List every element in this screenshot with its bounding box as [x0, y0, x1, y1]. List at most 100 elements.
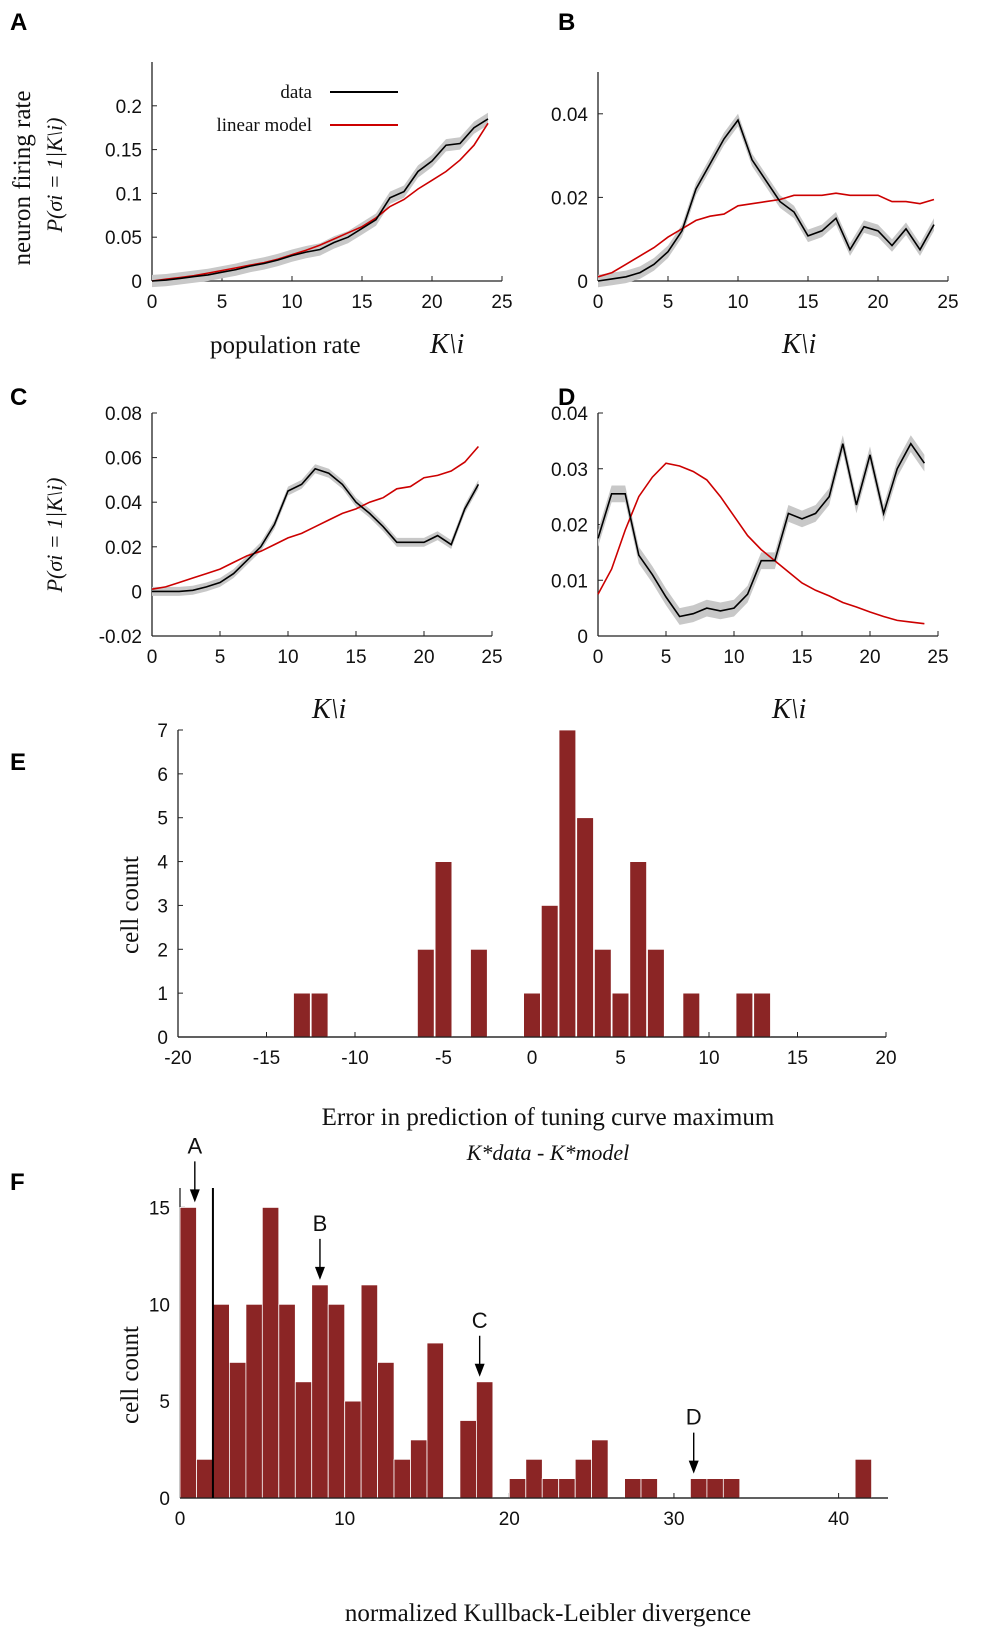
panel-a-xtick-label: 15 [351, 292, 372, 313]
panel-a-xtick-label: 0 [147, 292, 158, 313]
panel-f-bar [722, 1478, 741, 1499]
panel-d: D 0 5 10 15 20 25 0 0.01 0.02 0.03 0.04 K\i [551, 384, 949, 725]
panel-f-bar [294, 1381, 313, 1499]
panel-f-bar [245, 1303, 263, 1499]
panel-b-xtick-label: 5 [663, 292, 674, 313]
panel-b: B 0 5 10 15 20 25 0 0.02 0.04 K\i [551, 9, 959, 360]
panel-c-xlabel-math: K\i [311, 694, 346, 725]
plot-a: 0 5 10 15 20 25 0 0.05 0.1 0.15 0.2 [105, 62, 513, 313]
panel-e-bar [293, 992, 311, 1038]
panel-e-bar [753, 992, 771, 1038]
panel-c-ytick-label: -0.02 [99, 627, 142, 648]
panel-a-xtick-label: 10 [281, 292, 302, 313]
panel-e-xtick-label: -20 [164, 1048, 191, 1069]
panel-c-ytick-label: 0.06 [105, 449, 142, 470]
panel-f-bar [228, 1362, 247, 1499]
panel-f-ytick-label: 15 [149, 1198, 170, 1219]
panel-c-series-linear-model [151, 445, 480, 590]
panel-d-ytick-label: 0 [577, 627, 588, 648]
panel-e-bar [735, 992, 754, 1038]
panel-e-ytick-label: 3 [157, 896, 168, 917]
panel-d-ytick-label: 0.01 [551, 571, 588, 592]
panel-f-xtick-label: 20 [499, 1509, 520, 1530]
panel-f-bar [525, 1458, 543, 1499]
panel-e-bar [594, 948, 612, 1038]
plot-b: 0 5 10 15 20 25 0 0.02 0.04 [551, 72, 959, 313]
panel-f-xlabel: normalized Kullback-Leibler divergence [345, 1600, 751, 1627]
panel-f-bar [640, 1478, 658, 1499]
panel-e-ytick-label: 4 [157, 853, 168, 874]
panel-a-ytick-label: 0.1 [116, 184, 142, 205]
panel-f-bar [690, 1478, 708, 1499]
annotation-c-arrowhead [474, 1363, 485, 1377]
panel-e-bar [523, 992, 541, 1038]
panel-b-data-band [598, 113, 934, 288]
panel-e-bar [558, 729, 577, 1038]
panel-e-ylabel: cell count [117, 856, 144, 954]
panel-e-label: E [10, 749, 26, 776]
panel-c-ytick-label: 0.04 [105, 493, 142, 514]
plot-f: 0 10 20 30 40 0 5 10 15 A B C D [149, 1133, 888, 1530]
panel-a-ytick-label: 0.15 [105, 141, 142, 162]
panel-f-bar [475, 1381, 494, 1499]
panel-e-bar [629, 861, 647, 1038]
panel-e-ytick-label: 5 [157, 809, 168, 830]
panel-e-xtick-label: -10 [341, 1048, 368, 1069]
panel-e-ytick-label: 7 [157, 721, 168, 742]
panel-f-bar [212, 1303, 230, 1499]
panel-e-bar [682, 992, 701, 1038]
panel-a-xlabel: population rate [210, 332, 361, 359]
panel-b-xtick-label: 25 [937, 292, 958, 313]
panel-e: E -20 -15 -10 -5 0 5 10 15 20 0 1 2 3 4 5 6 7 Error in p… [10, 721, 897, 1165]
panel-c-label: C [10, 384, 27, 411]
panel-d-xlabel-math: K\i [771, 694, 806, 725]
panel-d-xtick-label: 0 [593, 647, 604, 668]
panel-f-bar [541, 1478, 560, 1499]
panel-d-xtick-label: 25 [927, 647, 948, 668]
panel-d-label: D [558, 384, 575, 411]
panel-e-xtick-label: 20 [875, 1048, 896, 1069]
panel-b-xtick-label: 15 [797, 292, 818, 313]
panel-c-xtick-label: 15 [345, 647, 366, 668]
annotation-d-label: D [686, 1405, 702, 1430]
panel-d-xtick-label: 20 [859, 647, 880, 668]
panel-f-ytick-label: 0 [159, 1489, 170, 1510]
panel-a-ytick-label: 0.2 [116, 97, 142, 118]
panel-a-xlabel-math: K\i [429, 329, 464, 360]
panel-f-bar [854, 1458, 872, 1499]
panel-c-series-data [152, 467, 480, 593]
panel-d-xtick-label: 5 [661, 647, 672, 668]
panel-f-bar [327, 1303, 346, 1499]
panel-c-xtick-label: 5 [215, 647, 226, 668]
panel-d-ytick-label: 0.02 [551, 516, 588, 537]
panel-b-series-data [597, 118, 935, 282]
panel-f-ytick-label: 10 [149, 1295, 170, 1316]
panel-f-bar [344, 1400, 362, 1499]
panel-f-bar [311, 1284, 329, 1499]
panel-c-ytick-label: 0.02 [105, 538, 142, 559]
annotation-d-arrowhead [688, 1460, 699, 1474]
panel-e-xtick-label: 10 [698, 1048, 719, 1069]
panel-e-bar [434, 861, 453, 1038]
panel-e-bar [576, 817, 594, 1038]
panel-f-bar [706, 1478, 724, 1499]
panel-f-xtick-label: 30 [663, 1509, 684, 1530]
panel-e-ytick-label: 0 [157, 1028, 168, 1049]
panel-f-bar [261, 1207, 280, 1499]
panel-c-xtick-label: 25 [481, 647, 502, 668]
annotation-b-arrowhead [314, 1266, 325, 1280]
panel-f-ytick-label: 5 [159, 1392, 170, 1413]
legend-a: data linear model [217, 82, 398, 136]
panel-a-label: A [10, 9, 27, 36]
panel-c-xtick-label: 0 [147, 647, 158, 668]
panel-b-xtick-label: 0 [593, 292, 604, 313]
panel-a-xtick-label: 25 [491, 292, 512, 313]
panel-e-xlabel: Error in prediction of tuning curve maxi… [322, 1104, 775, 1131]
legend-model-label: linear model [217, 115, 313, 136]
panel-b-ytick-label: 0 [577, 272, 588, 293]
panel-e-xtick-label: 5 [615, 1048, 626, 1069]
panel-e-bar [647, 948, 665, 1038]
panel-f-xtick-label: 0 [175, 1509, 186, 1530]
